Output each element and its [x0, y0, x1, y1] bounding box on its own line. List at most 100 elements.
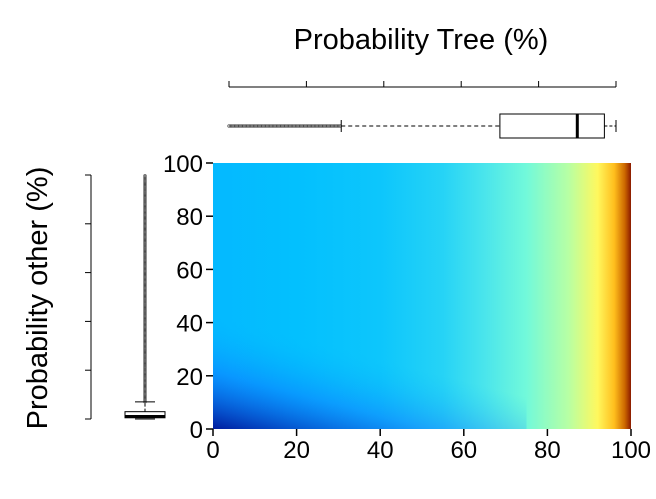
- left-boxplot-outlier: [143, 240, 147, 244]
- x-tick-label: 40: [367, 437, 394, 464]
- left-boxplot-outlier: [143, 235, 147, 239]
- left-boxplot-outlier: [143, 345, 147, 349]
- left-boxplot-outlier: [143, 257, 147, 261]
- x-tick-label: 20: [283, 437, 310, 464]
- left-boxplot-outlier: [143, 373, 147, 378]
- left-boxplot-outlier: [143, 315, 147, 319]
- left-boxplot-outlier: [143, 191, 147, 195]
- y-tick-label: 40: [176, 311, 203, 338]
- left-boxplot-outlier: [143, 331, 147, 335]
- y-tick-label: 80: [176, 204, 203, 231]
- left-boxplot-outlier: [143, 266, 147, 270]
- left-boxplot-outlier: [143, 236, 147, 240]
- left-boxplot-outlier: [143, 249, 147, 254]
- left-boxplot-outlier: [143, 352, 147, 356]
- left-boxplot-outlier: [143, 175, 147, 179]
- left-boxplot-outlier: [143, 297, 147, 301]
- left-boxplot-outlier: [143, 288, 147, 292]
- left-boxplot-outlier: [143, 350, 147, 355]
- top-boxplot: [227, 81, 617, 139]
- left-boxplot-outlier: [143, 320, 147, 324]
- left-boxplot-outlier: [143, 193, 147, 198]
- left-boxplot-outlier: [143, 238, 147, 243]
- left-boxplot-outlier: [143, 231, 147, 235]
- left-boxplot-outlier: [143, 325, 147, 329]
- left-boxplot-outlier: [143, 209, 147, 213]
- left-boxplot-outlier: [143, 393, 147, 397]
- left-boxplot-outlier: [143, 326, 147, 330]
- left-boxplot-outlier: [143, 246, 147, 250]
- left-boxplot-outlier: [143, 270, 147, 274]
- left-boxplot-outlier: [143, 185, 147, 189]
- left-boxplot-outlier: [143, 225, 147, 229]
- left-boxplot-outlier: [143, 241, 147, 245]
- left-boxplot-outlier: [143, 383, 147, 388]
- left-boxplot-outlier: [143, 258, 147, 262]
- left-boxplot-outlier: [143, 376, 147, 380]
- left-boxplot-outlier: [143, 233, 147, 237]
- left-boxplot-outlier: [143, 366, 147, 370]
- left-boxplot-outlier: [143, 328, 147, 333]
- left-boxplot-outlier: [143, 302, 147, 306]
- left-boxplot-outlier: [143, 245, 147, 249]
- left-boxplot-outlier: [143, 358, 147, 362]
- y-tick-label: 20: [176, 364, 203, 391]
- left-boxplot-outlier: [143, 281, 147, 285]
- left-boxplot-outlier: [143, 382, 147, 386]
- left-boxplot-outlier: [143, 338, 147, 343]
- left-boxplot-outlier: [143, 341, 147, 345]
- left-boxplot-outlier: [143, 214, 147, 218]
- heatmap-low-corner: [213, 309, 527, 429]
- left-boxplot-outlier: [143, 254, 147, 258]
- left-boxplot-outlier: [143, 371, 147, 375]
- left-boxplot-outlier: [143, 312, 147, 316]
- left-boxplot-outlier: [143, 178, 147, 182]
- left-boxplot-outlier: [143, 282, 147, 287]
- left-boxplot-outlier: [143, 286, 147, 290]
- left-boxplot-outlier: [143, 205, 147, 210]
- left-boxplot-outlier: [143, 392, 147, 396]
- left-boxplot-outlier: [143, 223, 147, 227]
- left-boxplot-outlier: [143, 316, 147, 321]
- left-boxplot-outlier: [143, 377, 147, 381]
- left-boxplot-outlier: [143, 301, 147, 305]
- left-boxplot-outlier: [143, 361, 147, 366]
- left-boxplot-outlier: [143, 379, 147, 383]
- left-boxplot-outlier: [143, 201, 147, 205]
- left-boxplot-outlier: [143, 224, 147, 228]
- x-axis-title: Probability Tree (%): [294, 24, 549, 56]
- left-boxplot-outlier: [143, 267, 147, 271]
- left-boxplot-outlier: [143, 324, 147, 328]
- left-boxplot-outlier: [143, 256, 147, 260]
- left-boxplot-outlier: [143, 332, 147, 336]
- left-boxplot-outlier: [143, 211, 147, 215]
- left-boxplot-outlier: [143, 353, 147, 357]
- left-boxplot-outlier: [143, 186, 147, 190]
- left-boxplot-outlier: [143, 391, 147, 395]
- left-boxplot-outlier: [143, 333, 147, 337]
- left-boxplot-outlier: [143, 390, 147, 394]
- left-boxplot-outlier: [143, 200, 147, 204]
- y-tick-label: 0: [190, 417, 203, 444]
- left-boxplot-outlier: [143, 397, 147, 401]
- left-boxplot-outlier: [143, 227, 147, 232]
- left-boxplot-outlier: [143, 305, 147, 310]
- left-boxplot-outlier: [143, 234, 147, 238]
- left-boxplot-outlier: [143, 277, 147, 281]
- left-boxplot-outlier: [143, 346, 147, 350]
- left-boxplot-outlier: [143, 339, 147, 344]
- left-boxplot-outlier: [143, 179, 147, 183]
- left-boxplot-outlier: [143, 313, 147, 317]
- y-tick-label: 100: [163, 151, 203, 178]
- left-boxplot-outlier: [143, 380, 147, 384]
- left-boxplot-outlier: [143, 304, 147, 308]
- left-boxplot-outlier: [143, 360, 147, 364]
- left-boxplot-outlier: [143, 384, 147, 389]
- left-boxplot-outlier: [143, 244, 147, 248]
- top-boxplot-box: [499, 113, 605, 139]
- left-boxplot-outlier: [143, 232, 147, 236]
- left-boxplot-outlier: [143, 389, 147, 393]
- left-boxplot-outlier: [143, 296, 147, 300]
- left-boxplot-outlier: [143, 362, 147, 367]
